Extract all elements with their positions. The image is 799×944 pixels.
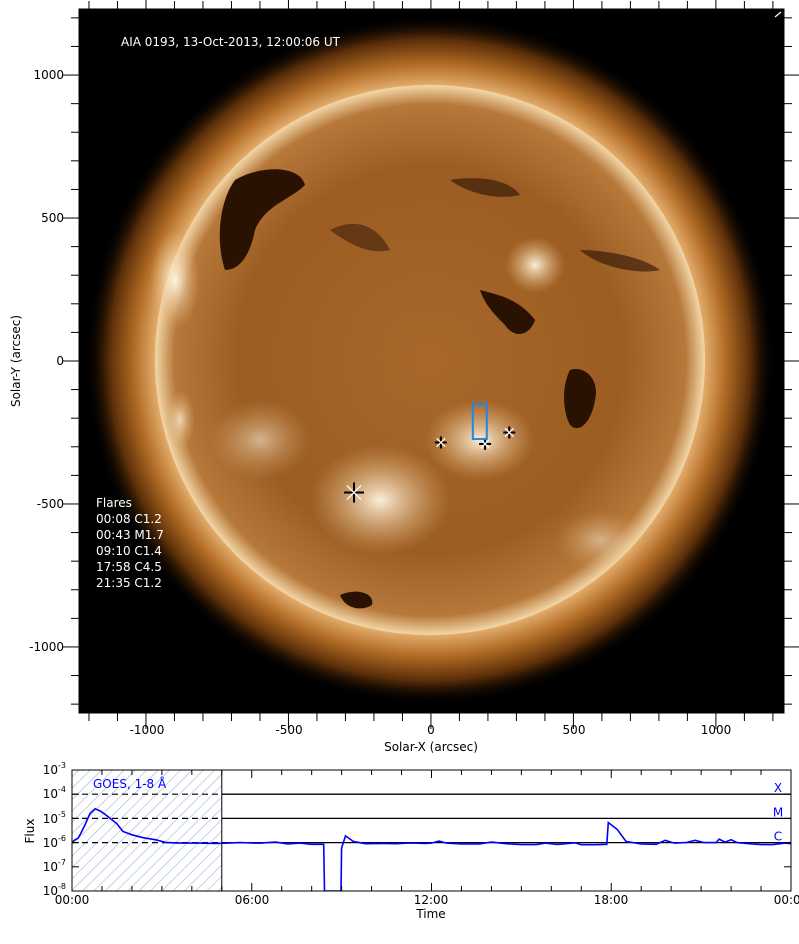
flares-legend-item: 17:58 C4.5 bbox=[96, 560, 162, 574]
series-label: GOES, 1-8 Å bbox=[93, 776, 167, 791]
x-tick-label: -500 bbox=[275, 723, 302, 737]
y-axis-label: Solar-Y (arcsec) bbox=[9, 315, 23, 407]
y-tick-label: 10-7 bbox=[43, 858, 66, 874]
x-tick-label: -1000 bbox=[130, 723, 165, 737]
image-axis-ticks bbox=[63, 0, 799, 729]
class-level-label: C bbox=[774, 830, 782, 844]
y-tick-label: 10-6 bbox=[43, 834, 66, 850]
y-tick-label: 10-4 bbox=[43, 785, 66, 801]
region-box bbox=[471, 402, 488, 441]
bright-regions bbox=[150, 230, 645, 570]
y-tick-label: 0 bbox=[56, 354, 64, 368]
x-tick-label: 12:00 bbox=[414, 893, 449, 907]
coronal-holes bbox=[219, 169, 660, 609]
flare-marker bbox=[503, 426, 516, 439]
flares-legend-item: 00:08 C1.2 bbox=[96, 512, 162, 526]
goes-flux-line bbox=[72, 807, 791, 891]
chart-axis-ticks bbox=[71, 769, 792, 892]
image-title: AIA 0193, 13-Oct-2013, 12:00:06 UT bbox=[121, 35, 341, 49]
x-tick-label: 00:00 bbox=[774, 893, 799, 907]
x-tick-label: 18:00 bbox=[594, 893, 629, 907]
y-tick-label: 10-8 bbox=[43, 882, 66, 898]
y-axis-label: Flux bbox=[23, 819, 37, 844]
class-level-label: M bbox=[773, 805, 783, 819]
x-tick-label: 06:00 bbox=[235, 893, 270, 907]
class-level-label: X bbox=[774, 781, 782, 795]
y-tick-label: -1000 bbox=[29, 640, 64, 654]
flares-legend: Flares 00:08 C1.2 00:43 M1.7 09:10 C1.4 … bbox=[96, 496, 164, 590]
goes-panel: XMC GOES, 1-8 Å 10-3 10-4 10-5 10-6 10-7… bbox=[23, 761, 799, 921]
y-tick-label: 10-3 bbox=[43, 761, 66, 777]
flare-marker bbox=[343, 482, 364, 503]
x-tick-label: 1000 bbox=[701, 723, 732, 737]
corner-mark bbox=[774, 11, 782, 18]
flare-markers bbox=[343, 426, 516, 503]
hatched-interval bbox=[72, 770, 222, 891]
solar-disk bbox=[155, 85, 705, 635]
flares-legend-item: 21:35 C1.2 bbox=[96, 576, 162, 590]
flux-tick-labels: 10-3 10-4 10-5 10-6 10-7 10-8 bbox=[43, 761, 66, 898]
flare-marker bbox=[434, 436, 447, 449]
y-tick-label: 500 bbox=[41, 211, 64, 225]
aia-image-panel: AIA 0193, 13-Oct-2013, 12:00:06 UT Flare… bbox=[9, 0, 799, 754]
flares-legend-title: Flares bbox=[96, 496, 132, 510]
x-axis-label: Time bbox=[415, 907, 445, 921]
y-tick-label: 1000 bbox=[33, 68, 64, 82]
flares-legend-item: 00:43 M1.7 bbox=[96, 528, 164, 542]
x-tick-label: 500 bbox=[563, 723, 586, 737]
x-tick-label: 0 bbox=[427, 723, 435, 737]
x-tick-label: 00:00 bbox=[55, 893, 90, 907]
x-axis-label: Solar-X (arcsec) bbox=[384, 740, 478, 754]
solar-image bbox=[85, 11, 782, 705]
flares-legend-item: 09:10 C1.4 bbox=[96, 544, 162, 558]
y-tick-label: -500 bbox=[37, 497, 64, 511]
y-tick-label: 10-5 bbox=[43, 810, 66, 826]
